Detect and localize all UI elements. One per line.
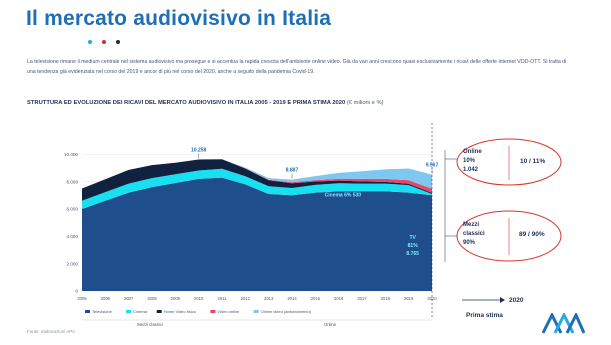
y-tick-label: 4.000 [67, 234, 79, 239]
chart-unit: (€ milioni e %) [346, 100, 384, 106]
legend-label: Online video (abbonamento) [261, 309, 312, 314]
online-value: 1.042 [463, 167, 479, 173]
intro-paragraph: La televisione rimane il medium centrale… [27, 59, 567, 75]
footnote: Fonte: elaborazioni APA [27, 329, 75, 334]
x-tick-label: 2013 [264, 296, 274, 301]
x-tick-label: 2019 [404, 296, 414, 301]
online-share-box: Online 10% 1.042 [463, 148, 482, 175]
area-home-video-fisico [82, 159, 432, 201]
bottom-label-online: Online [324, 322, 337, 327]
area-cinema [82, 168, 432, 209]
total-label: 10.258 [191, 148, 207, 154]
classic-label-2: classici [463, 231, 485, 237]
x-tick-label: 2017 [357, 296, 367, 301]
y-tick-label: 2.000 [67, 261, 79, 266]
legend-swatch [126, 310, 132, 313]
x-tick-label: 2008 [147, 296, 157, 301]
y-tick-label: 6.000 [67, 207, 79, 212]
stima-arrow-head [500, 297, 505, 303]
dot-dark [116, 40, 120, 44]
stima-sub: Prima stima [466, 312, 503, 319]
tv-label: TV [409, 235, 416, 241]
tv-label: 8.765 [406, 251, 419, 257]
x-tick-label: 2011 [217, 296, 227, 301]
legend-label: Televisione [92, 309, 113, 314]
total-label: 8.887 [286, 168, 299, 174]
x-tick-label: 2006 [101, 296, 111, 301]
classic-range: 89 / 90% [519, 231, 545, 238]
online-percent: 10% [463, 158, 476, 164]
classic-label: Mezzi [463, 222, 480, 228]
stima-year: 2020 [509, 297, 524, 304]
legend-label: Cinema [133, 309, 148, 314]
legend-label: Home Video fisico [164, 309, 197, 314]
online-ellipse [456, 138, 562, 186]
legend-label: Video online [217, 309, 240, 314]
y-tick-label: 10.000 [64, 152, 78, 157]
cinema-label: Cinema 6% 530 [325, 193, 362, 199]
classic-percent: 90% [463, 240, 476, 246]
legend-swatch [210, 310, 216, 313]
x-tick-label: 2010 [194, 296, 204, 301]
apa-logo [541, 313, 585, 334]
x-tick-label: 2020 [427, 296, 437, 301]
chart-title: STRUTTURA ED EVOLUZIONE DEI RICAVI DEL M… [27, 100, 597, 106]
tv-label: 81% [408, 243, 419, 249]
area-televisione [82, 177, 432, 291]
classic-share-box: Mezzi classici 90% [463, 221, 485, 248]
y-tick-label: 0 [75, 289, 78, 294]
x-tick-label: 2007 [124, 296, 134, 301]
x-tick-label: 2012 [241, 296, 251, 301]
chart-title-text: STRUTTURA ED EVOLUZIONE DEI RICAVI DEL M… [27, 100, 346, 106]
y-tick-label: 8.000 [67, 179, 79, 184]
area-online-video-abbonamento- [82, 159, 432, 189]
x-tick-label: 2009 [171, 296, 181, 301]
x-tick-label: 2005 [77, 296, 87, 301]
bottom-label-classic: Mezzi classici [137, 322, 163, 327]
x-tick-label: 2016 [334, 296, 344, 301]
page-title: Il mercato audiovisivo in Italia [26, 7, 332, 30]
online-range: 10 / 11% [520, 158, 546, 165]
legend-swatch [85, 310, 90, 313]
legend-swatch [253, 310, 259, 313]
dot-red [102, 40, 106, 44]
x-tick-label: 2015 [311, 296, 321, 301]
dot-blue [88, 40, 92, 44]
online-label: Online [463, 149, 482, 155]
x-tick-label: 2018 [381, 296, 391, 301]
x-tick-label: 2014 [287, 296, 297, 301]
total-label: 9.567 [426, 163, 439, 169]
legend-swatch [156, 310, 162, 313]
